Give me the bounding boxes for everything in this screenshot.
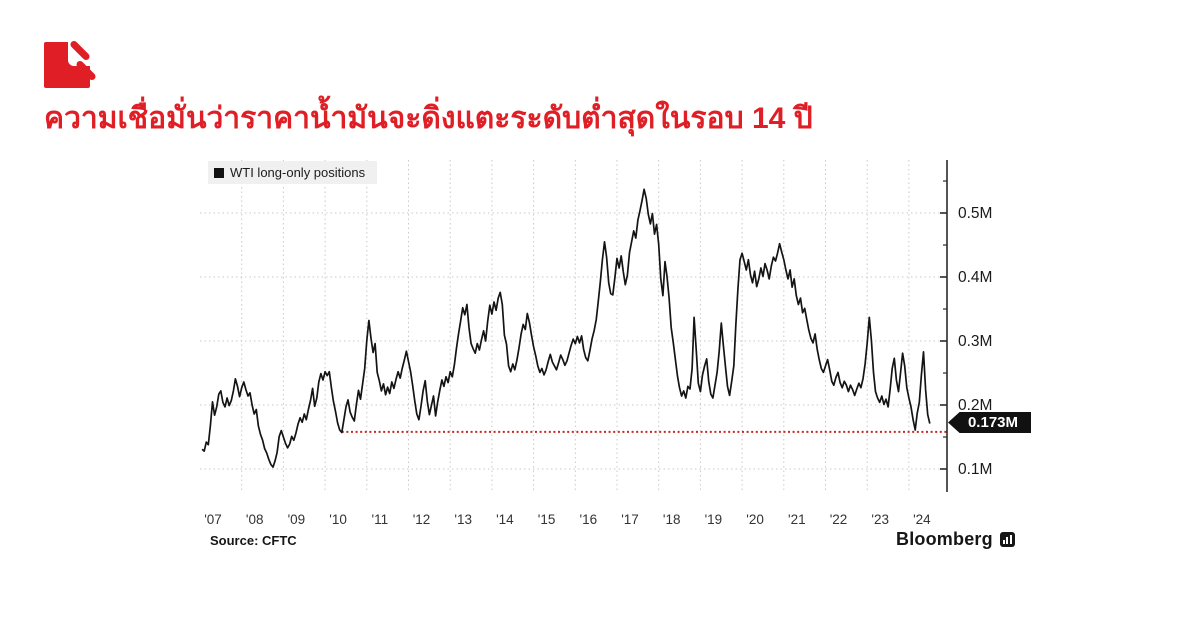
svg-text:'14: '14 — [496, 512, 514, 527]
headline: ความเชื่อมั่นว่าราคาน้ำมันจะดิ่งแตะระดับ… — [44, 102, 813, 135]
svg-text:'15: '15 — [538, 512, 556, 527]
svg-text:'08: '08 — [246, 512, 264, 527]
svg-text:'07: '07 — [204, 512, 222, 527]
svg-text:'20: '20 — [746, 512, 764, 527]
svg-text:'16: '16 — [580, 512, 598, 527]
source-credit: Source: CFTC — [210, 533, 297, 548]
legend-swatch-icon — [214, 167, 224, 178]
svg-text:'21: '21 — [788, 512, 806, 527]
bloomberg-terminal-icon — [999, 532, 1015, 547]
svg-text:'24: '24 — [913, 512, 931, 527]
svg-text:0.1M: 0.1M — [958, 461, 992, 478]
svg-text:0.5M: 0.5M — [958, 205, 992, 222]
svg-text:'11: '11 — [372, 512, 389, 527]
svg-text:'23: '23 — [871, 512, 889, 527]
bloomberg-credit: Bloomberg — [896, 529, 1015, 550]
chart-legend: WTI long-only positions — [208, 161, 378, 184]
svg-text:0.3M: 0.3M — [958, 333, 992, 350]
svg-text:'12: '12 — [413, 512, 431, 527]
svg-text:0.4M: 0.4M — [958, 269, 992, 286]
svg-text:'09: '09 — [288, 512, 306, 527]
svg-text:'10: '10 — [329, 512, 347, 527]
svg-text:0.2M: 0.2M — [958, 397, 992, 414]
svg-text:'17: '17 — [621, 512, 639, 527]
svg-text:'18: '18 — [663, 512, 681, 527]
svg-text:'19: '19 — [705, 512, 723, 527]
bloomberg-wordmark: Bloomberg — [896, 529, 993, 549]
svg-text:'22: '22 — [830, 512, 848, 527]
legend-label: WTI long-only positions — [230, 165, 366, 180]
svg-text:'13: '13 — [454, 512, 472, 527]
last-value-tag: 0.173M — [948, 412, 1031, 433]
publisher-logo-icon — [44, 34, 100, 90]
